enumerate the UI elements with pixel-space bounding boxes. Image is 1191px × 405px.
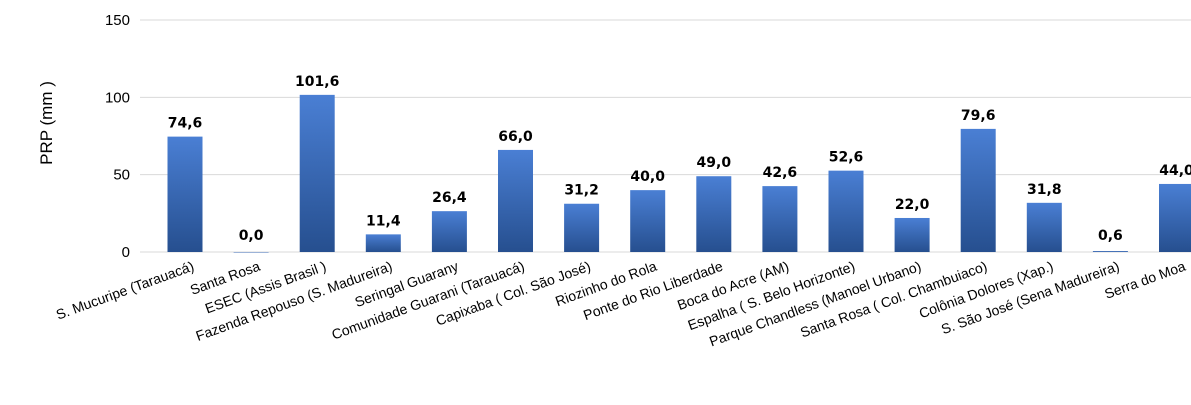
bars [167,94,1191,253]
bar [498,149,533,252]
bar [167,136,203,252]
bar [564,203,600,252]
data-labels: 74,6 0,0 101,6 11,4 26,4 66,0 31,2 40,0 49,0 42,6… [168,74,1191,244]
y-axis-ticks: 0 50 100 150 [105,12,130,261]
bar [960,128,996,252]
data-label: 49,0 [697,155,732,171]
data-label: 0,6 [1098,228,1123,244]
data-label: 74,6 [168,116,203,132]
bar [1092,251,1128,252]
y-tick-label: 100 [105,89,130,106]
data-label: 52,6 [829,150,864,166]
bar [630,190,666,252]
y-tick-label: 50 [113,167,130,184]
data-label: 42,6 [763,165,798,181]
bar [828,170,864,252]
bar [1159,183,1191,252]
data-label: 31,8 [1027,182,1062,198]
bar [299,94,335,252]
y-axis-label: PRP (mm ) [37,81,56,165]
bar [1026,202,1062,252]
y-tick-label: 0 [122,244,130,261]
bar [233,252,269,253]
data-label: 0,0 [239,228,264,244]
category-label: S. Mucuripe (Tarauacá) [54,258,196,323]
data-label: 11,4 [366,213,401,229]
bar [431,211,467,252]
data-label: 66,0 [498,129,533,145]
bar [762,186,798,252]
data-label: 26,4 [432,190,467,206]
data-label: 22,0 [895,197,930,213]
y-tick-label: 150 [105,12,130,29]
data-label: 31,2 [564,183,599,199]
bar [894,217,930,252]
data-label: 101,6 [295,74,339,90]
data-label: 40,0 [630,169,665,185]
bar [365,234,401,252]
data-label: 44,0 [1159,163,1191,179]
data-label: 79,6 [961,108,996,124]
bar [696,176,732,252]
